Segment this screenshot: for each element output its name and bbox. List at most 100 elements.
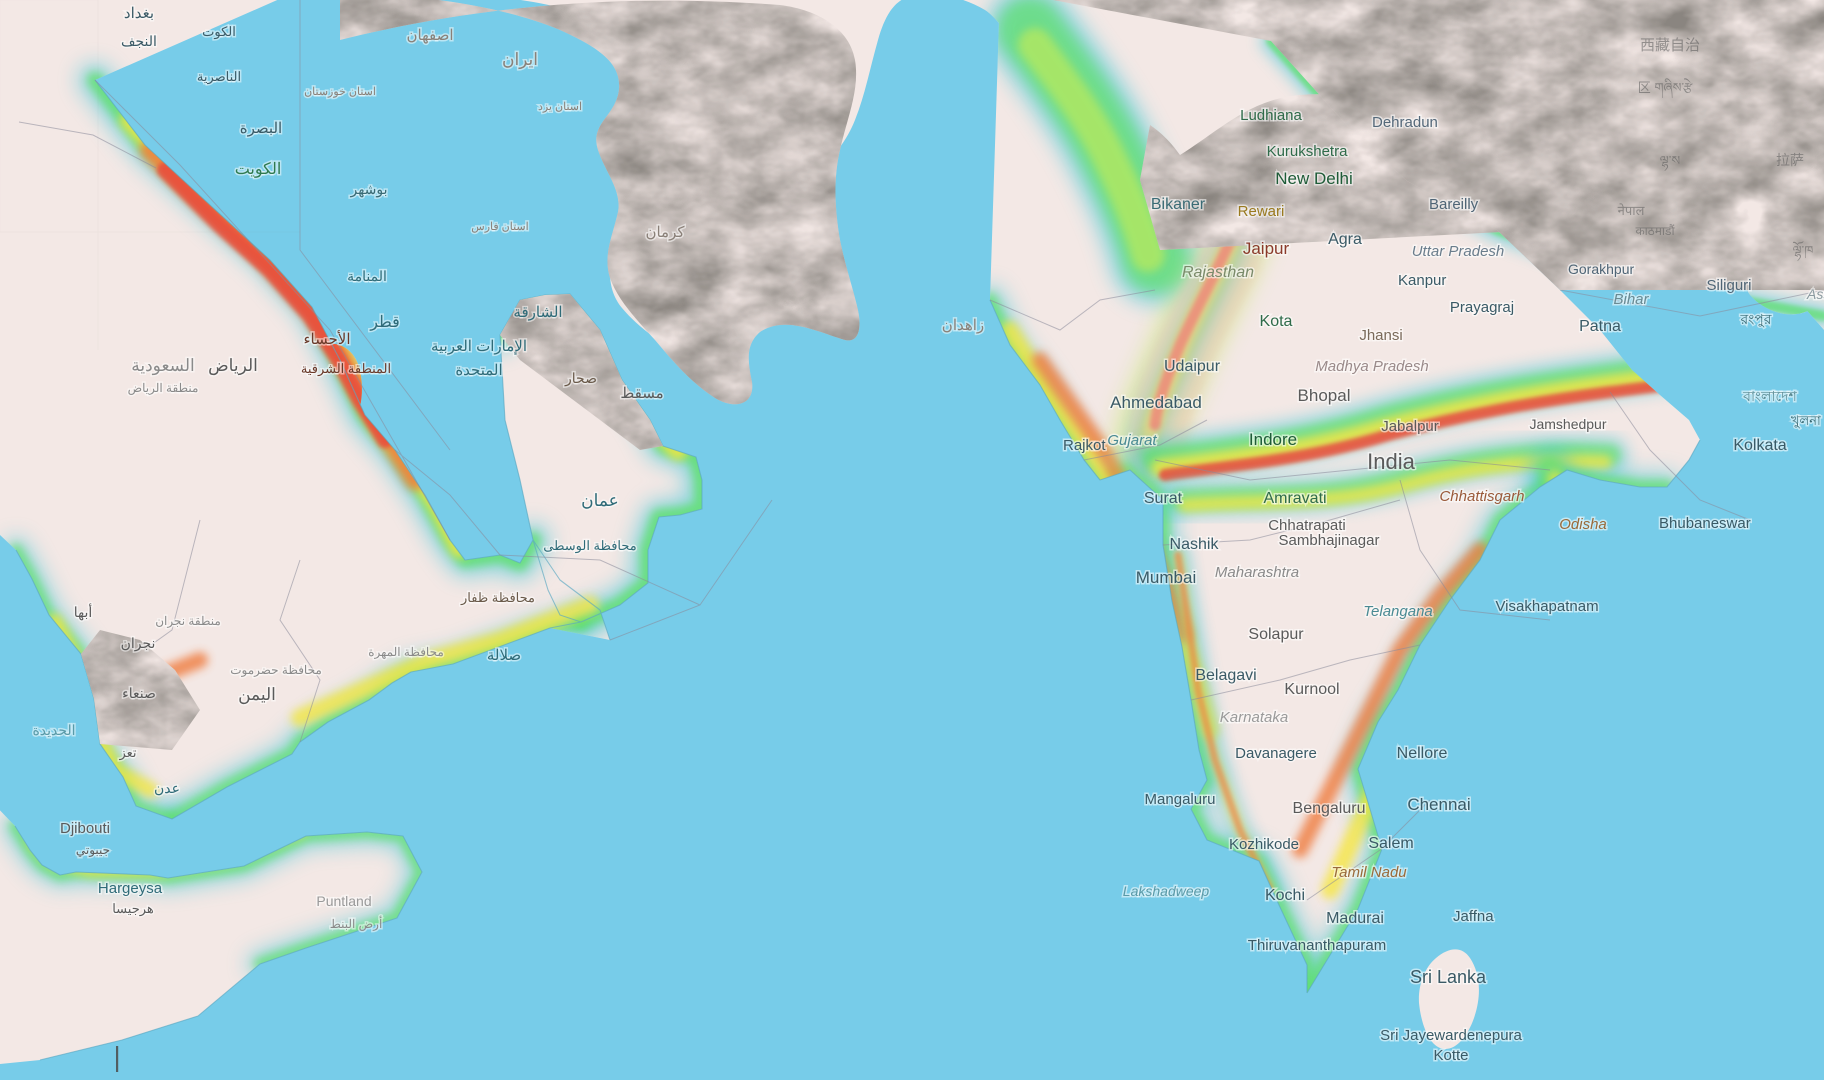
svg-text:Ahmedabad: Ahmedabad [1110, 393, 1202, 412]
svg-text:Kolkata: Kolkata [1733, 437, 1786, 454]
svg-text:Chennai: Chennai [1407, 795, 1470, 814]
svg-text:زاهدان: زاهدان [942, 317, 984, 334]
svg-text:Chhattisgarh: Chhattisgarh [1439, 488, 1524, 505]
svg-text:西藏自治: 西藏自治 [1640, 37, 1700, 54]
svg-text:রংপুর: রংপুর [1740, 311, 1772, 328]
svg-text:الحديدة: الحديدة [32, 722, 75, 738]
svg-text:أرض البنط: أرض البنط [330, 916, 383, 931]
svg-text:Rewari: Rewari [1238, 203, 1285, 220]
svg-text:محافظة ظفار: محافظة ظفار [460, 590, 535, 606]
svg-text:বাংলাদেশ: বাংলাদেশ [1742, 388, 1797, 404]
svg-text:السعودية: السعودية [131, 356, 194, 376]
svg-text:بغداد: بغداد [124, 5, 154, 22]
svg-text:استان خوزستان: استان خوزستان [304, 86, 376, 98]
svg-text:Siliguri: Siliguri [1706, 277, 1751, 294]
svg-text:Karnataka: Karnataka [1220, 709, 1288, 726]
svg-text:Kochi: Kochi [1265, 887, 1305, 904]
svg-text:Rajkot: Rajkot [1063, 437, 1106, 454]
svg-text:काठमाडौं: काठमाडौं [1635, 224, 1675, 238]
svg-text:Udaipur: Udaipur [1164, 358, 1221, 375]
svg-text:منطقة نجران: منطقة نجران [155, 614, 221, 628]
svg-text:Telangana: Telangana [1363, 603, 1433, 620]
svg-text:Uttar Pradesh: Uttar Pradesh [1412, 243, 1505, 260]
svg-text:محافظة الوسطى: محافظة الوسطى [543, 538, 636, 554]
svg-text:Bengaluru: Bengaluru [1293, 800, 1366, 817]
svg-text:Patna: Patna [1579, 318, 1621, 335]
svg-text:المنطقة الشرقية: المنطقة الشرقية [301, 361, 391, 377]
svg-text:صنعاء: صنعاء [122, 685, 156, 701]
svg-text:Mumbai: Mumbai [1136, 568, 1196, 587]
svg-text:Maharashtra: Maharashtra [1215, 564, 1299, 581]
svg-text:Dehradun: Dehradun [1372, 114, 1438, 131]
svg-text:Solapur: Solapur [1248, 626, 1304, 643]
svg-text:Djibouti: Djibouti [60, 820, 110, 837]
svg-text:المنامة: المنامة [347, 268, 387, 284]
svg-text:استان یزد: استان یزد [538, 101, 582, 113]
svg-text:Tamil Nadu: Tamil Nadu [1331, 864, 1407, 881]
svg-text:Assam: Assam [1806, 286, 1824, 302]
svg-text:بوشهر: بوشهر [349, 181, 387, 198]
svg-text:Bihar: Bihar [1613, 291, 1649, 308]
svg-text:منطقة الرياض: منطقة الرياض [128, 381, 199, 395]
svg-text:Agra: Agra [1328, 231, 1362, 248]
svg-text:Amravati: Amravati [1263, 490, 1326, 507]
svg-text:Indore: Indore [1249, 430, 1297, 449]
svg-text:Lakshadweep: Lakshadweep [1123, 883, 1210, 899]
svg-text:عمان: عمان [581, 491, 619, 510]
svg-text:الكوت: الكوت [202, 24, 236, 40]
svg-text:Mangaluru: Mangaluru [1145, 791, 1216, 808]
svg-text:الإمارات العربية: الإمارات العربية [431, 338, 527, 355]
svg-text:Visakhapatnam: Visakhapatnam [1495, 598, 1598, 615]
svg-text:نجران: نجران [121, 635, 156, 652]
svg-text:تعز: تعز [118, 745, 136, 761]
svg-text:Davanagere: Davanagere [1235, 745, 1317, 762]
svg-text:খুলনা: খুলনা [1791, 413, 1821, 429]
svg-text:Sri Jayewardenepura: Sri Jayewardenepura [1380, 1027, 1522, 1044]
svg-text:Kota: Kota [1260, 313, 1293, 330]
svg-text:Jabalpur: Jabalpur [1381, 418, 1439, 435]
svg-text:Gujarat: Gujarat [1107, 432, 1157, 449]
svg-text:هرجيسا: هرجيسا [112, 901, 154, 917]
svg-text:India: India [1367, 449, 1415, 474]
svg-text:Puntland: Puntland [316, 893, 371, 909]
svg-text:Salem: Salem [1368, 835, 1413, 852]
svg-text:Kurnool: Kurnool [1284, 681, 1339, 698]
svg-text:الأحساء: الأحساء [304, 330, 351, 348]
svg-text:محافظة المهرة: محافظة المهرة [368, 645, 444, 659]
svg-text:Sri Lanka: Sri Lanka [1410, 967, 1487, 987]
svg-text:Bhopal: Bhopal [1298, 386, 1351, 405]
svg-text:Kurukshetra: Kurukshetra [1267, 143, 1349, 160]
svg-text:اصفهان: اصفهان [407, 27, 454, 44]
svg-text:أبها: أبها [74, 602, 93, 621]
svg-text:محافظة حضرموت: محافظة حضرموت [230, 663, 322, 677]
svg-text:قطر: قطر [369, 314, 400, 331]
svg-text:Rajasthan: Rajasthan [1182, 264, 1254, 281]
svg-text:Ludhiana: Ludhiana [1240, 107, 1302, 124]
svg-text:الكويت: الكويت [235, 161, 282, 178]
svg-text:صحار: صحار [564, 370, 597, 387]
svg-text:المتحدة: المتحدة [455, 362, 502, 379]
svg-text:Prayagraj: Prayagraj [1450, 299, 1514, 316]
svg-text:اليمن: اليمن [238, 685, 276, 705]
svg-text:Gorakhpur: Gorakhpur [1568, 261, 1634, 277]
svg-text:Belagavi: Belagavi [1195, 667, 1256, 684]
svg-text:नेपाल: नेपाल [1618, 203, 1645, 218]
svg-text:Jaipur: Jaipur [1243, 239, 1290, 258]
svg-text:استان فارس: استان فارس [471, 221, 528, 233]
svg-text:صلالة: صلالة [487, 647, 521, 664]
svg-text:Kanpur: Kanpur [1398, 272, 1446, 289]
svg-text:Kotte: Kotte [1433, 1047, 1468, 1064]
svg-text:Bareilly: Bareilly [1429, 196, 1479, 213]
svg-text:Bhubaneswar: Bhubaneswar [1659, 515, 1751, 532]
svg-text:الرياض: الرياض [208, 356, 258, 376]
svg-text:Odisha: Odisha [1559, 516, 1607, 533]
svg-text:Sambhajinagar: Sambhajinagar [1279, 532, 1380, 549]
svg-text:النجف: النجف [121, 33, 157, 49]
svg-text:Nellore: Nellore [1397, 745, 1448, 762]
svg-text:ایران: ایران [502, 50, 538, 70]
svg-text:عدن: عدن [154, 780, 180, 796]
svg-text:الناصرية: الناصرية [197, 69, 241, 85]
svg-text:Thiruvananthapuram: Thiruvananthapuram [1248, 937, 1386, 954]
svg-text:Madurai: Madurai [1326, 910, 1384, 927]
svg-text:Surat: Surat [1144, 490, 1183, 507]
